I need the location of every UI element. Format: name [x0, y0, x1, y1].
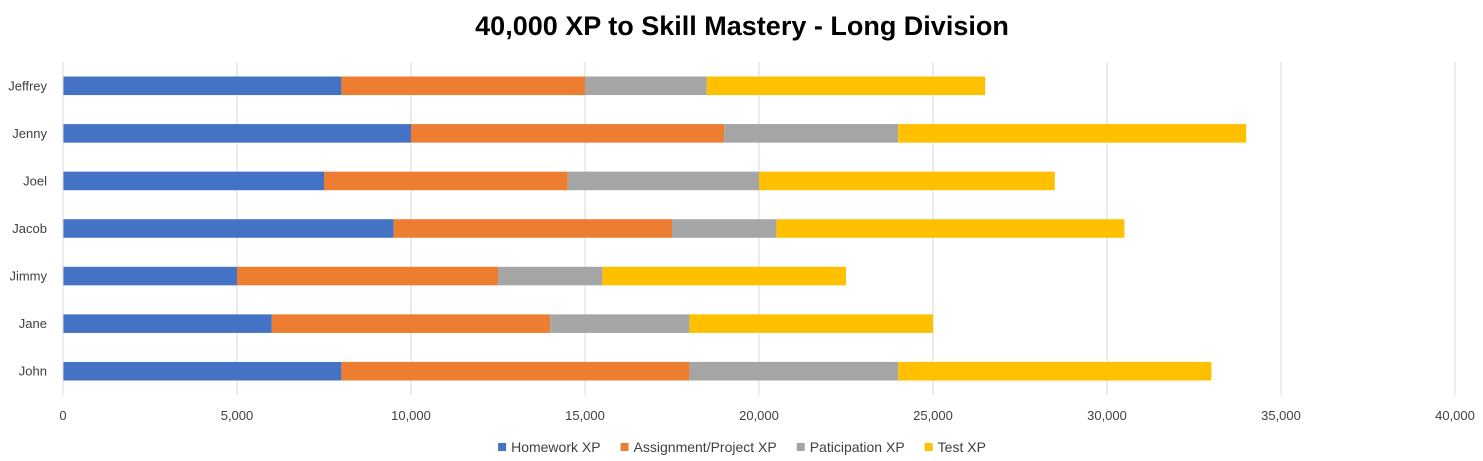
x-tick-label: 10,000 [391, 408, 431, 423]
legend-swatch [620, 443, 629, 451]
axes: 0 5,000 10,000 15,000 20,000 25,000 30,000 35,0… [8, 62, 1475, 423]
legend-swatch [796, 443, 805, 451]
x-tick-label: 0 [59, 408, 66, 423]
x-tick-label: 20,000 [739, 408, 779, 423]
bar-segment [672, 219, 777, 238]
legend-swatch [924, 443, 933, 451]
bar-segment [724, 124, 899, 143]
bar-segment [585, 76, 707, 96]
bar-segment [567, 171, 759, 191]
bar-segment [341, 361, 690, 381]
bar-segment [550, 314, 690, 333]
bar-segment [602, 266, 846, 286]
bar-segment [341, 76, 585, 96]
bar-segment [63, 314, 272, 333]
x-tick-label: 30,000 [1087, 408, 1127, 423]
legend-label: Homework XP [511, 439, 600, 455]
bar-segment [898, 361, 1212, 381]
x-tick-label: 15,000 [565, 408, 605, 423]
bar-segment [324, 171, 568, 191]
bar-segment [411, 124, 725, 143]
chart-title: 40,000 XP to Skill Mastery - Long Divisi… [475, 11, 1009, 41]
y-category-label: John [19, 364, 47, 379]
bar-segment [271, 314, 551, 333]
y-category-label: Jacob [12, 221, 47, 236]
y-category-label: Joel [23, 173, 47, 188]
bar-segment [393, 219, 672, 238]
bar-segment [63, 171, 324, 191]
bar-segment [498, 266, 603, 286]
bar-segment [689, 361, 899, 381]
bar-segment [63, 361, 342, 381]
bar-segment [898, 124, 1247, 143]
bar-segment [63, 266, 237, 286]
bars [63, 76, 1247, 381]
bar-segment [63, 124, 411, 143]
y-category-label: Jeffrey [8, 78, 47, 93]
legend: Homework XP Assignment/Project XP Paticipa… [498, 439, 986, 455]
x-tick-label: 5,000 [221, 408, 254, 423]
y-category-label: Jimmy [9, 269, 47, 284]
bar-segment [63, 76, 342, 96]
bar-segment [63, 219, 394, 238]
bar-segment [689, 314, 933, 333]
x-tick-label: 25,000 [913, 408, 953, 423]
bar-segment [237, 266, 498, 286]
legend-label: Test XP [938, 439, 986, 455]
bar-segment [706, 76, 986, 96]
y-category-label: Jenny [12, 126, 47, 141]
legend-label: Paticipation XP [810, 439, 905, 455]
legend-label: Assignment/Project XP [634, 439, 777, 455]
bar-segment [759, 171, 1055, 191]
x-tick-label: 40,000 [1435, 408, 1475, 423]
x-tick-label: 35,000 [1261, 408, 1301, 423]
legend-swatch [498, 443, 507, 451]
y-category-label: Jane [19, 316, 47, 331]
bar-segment [776, 219, 1125, 238]
